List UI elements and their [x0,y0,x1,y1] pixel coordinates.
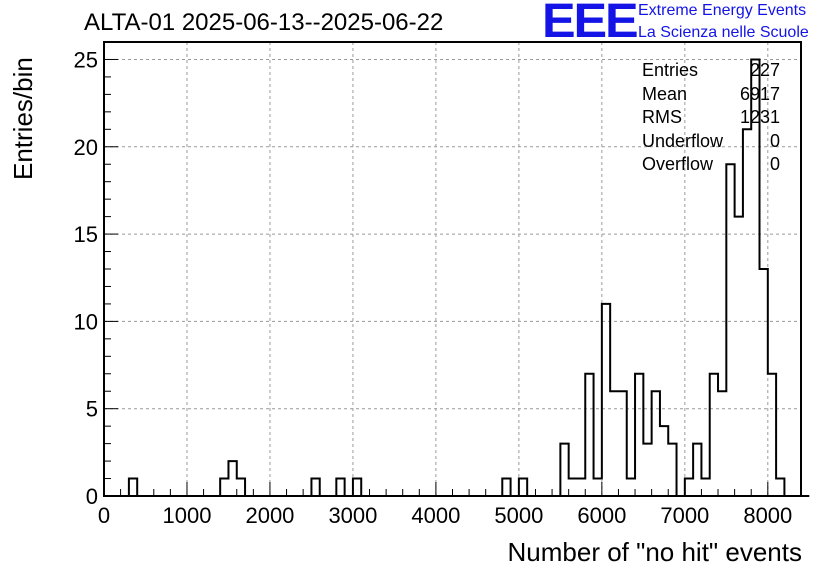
stat-value: 227 [749,60,780,80]
histogram-bin [710,374,718,496]
logo-tagline-2: La Scienza nelle Scuole [638,24,809,41]
eee-logo-mark: EEE [542,0,639,48]
histogram-bin [776,479,784,496]
histogram-bin [220,479,228,496]
stats-box: Entries 227 Mean 6917 RMS 1231 Underflow… [642,60,780,178]
x-tick-label: 5000 [494,503,543,528]
histogram-bin [610,391,618,496]
stat-value: 0 [769,130,780,151]
x-tick-label: 6000 [577,503,626,528]
x-tick-label: 7000 [660,503,709,528]
stat-row-underflow: Underflow 0 [642,131,780,155]
stat-value: 0 [769,154,780,174]
y-axis-label: Entries/bin [8,57,38,180]
y-tick-label: 5 [86,397,98,422]
histogram-bin [627,479,635,496]
histogram-bin [336,479,344,496]
stat-label: Underflow [642,130,724,151]
tick-labels: 0 1000 2000 3000 4000 5000 6000 7000 80000510152… [74,47,793,528]
y-tick-label: 10 [74,309,98,334]
logo-tagline-1: Extreme Energy Events [638,2,807,19]
histogram-bin [577,479,585,496]
histogram-bin [768,374,776,496]
histogram-bin [635,374,643,496]
x-tick-label: 2000 [245,503,294,528]
stat-value: 1231 [739,107,780,127]
chart-title: ALTA-01 2025-06-13--2025-06-22 [84,9,444,36]
histogram-bin [602,304,610,496]
x-axis-label: Number of "no hit" events [507,537,803,567]
histogram-bin [701,479,709,496]
histogram-bin [760,269,768,496]
stat-row-entries: Entries 227 [642,60,780,84]
histogram-bin [668,444,676,496]
histogram-bin [743,129,751,496]
histogram-bin [693,444,701,496]
grid-lines [104,42,801,496]
histogram-bin [502,479,510,496]
histogram-bin [228,461,236,496]
y-tick-label: 15 [74,222,98,247]
y-tick-label: 25 [74,47,98,72]
histogram-bin [560,444,568,496]
stat-label: Entries [642,60,699,80]
stat-row-overflow: Overflow 0 [642,154,780,178]
histogram-bin [726,164,734,496]
histogram-bin [643,444,651,496]
histogram-bin [569,479,577,496]
histogram-bin [585,374,593,496]
y-tick-label: 20 [74,135,98,160]
histogram-bin [353,479,361,496]
x-tick-label: 3000 [328,503,377,528]
x-tick-label: 4000 [411,503,460,528]
histogram-bin [652,391,660,496]
stat-label: Mean [642,83,688,104]
x-tick-label: 0 [98,503,110,528]
histogram-bin [685,479,693,496]
stat-label: Overflow [642,154,714,174]
stat-value: 6917 [739,83,780,104]
histogram-bin [718,391,726,496]
x-tick-label: 8000 [743,503,792,528]
histogram-bin [660,426,668,496]
histogram-bin [618,391,626,496]
stat-row-rms: RMS 1231 [642,107,780,131]
x-tick-label: 1000 [162,503,211,528]
axis-ticks [103,41,802,497]
histogram-bin [519,479,527,496]
histogram-bin [237,479,245,496]
histogram-bin [129,479,137,496]
stat-label: RMS [642,107,682,127]
y-tick-label: 0 [86,484,98,509]
histogram-bin [594,479,602,496]
stat-row-mean: Mean 6917 [642,84,780,108]
histogram-bin [735,217,743,496]
histogram-bin [311,479,319,496]
